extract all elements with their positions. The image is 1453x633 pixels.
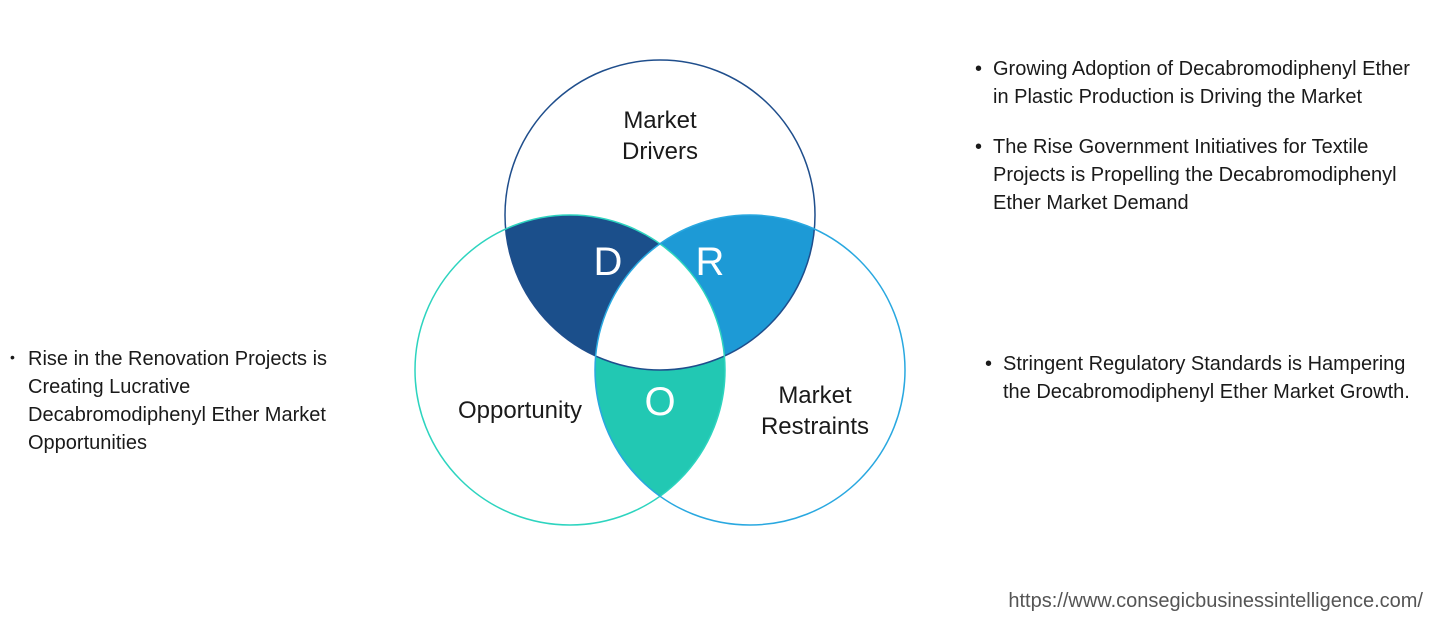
venn-letter-d: D [588, 240, 628, 285]
label-market-restraints: MarketRestraints [730, 380, 900, 442]
venn-diagram: MarketDrivers Opportunity MarketRestrain… [380, 30, 940, 590]
list-item: Stringent Regulatory Standards is Hamper… [985, 350, 1425, 406]
drivers-list: Growing Adoption of Decabromodiphenyl Et… [975, 55, 1415, 239]
label-opportunity: Opportunity [435, 395, 605, 426]
list-item: Growing Adoption of Decabromodiphenyl Et… [975, 55, 1415, 111]
footer-url: https://www.consegicbusinessintelligence… [1008, 590, 1423, 613]
restraints-list: Stringent Regulatory Standards is Hamper… [985, 350, 1425, 428]
label-market-drivers: MarketDrivers [585, 105, 735, 167]
venn-letter-r: R [690, 240, 730, 285]
list-item: The Rise Government Initiatives for Text… [975, 133, 1415, 217]
list-item: Rise in the Renovation Projects is Creat… [10, 345, 350, 457]
venn-letter-o: O [640, 380, 680, 425]
opportunity-list: Rise in the Renovation Projects is Creat… [10, 345, 350, 479]
